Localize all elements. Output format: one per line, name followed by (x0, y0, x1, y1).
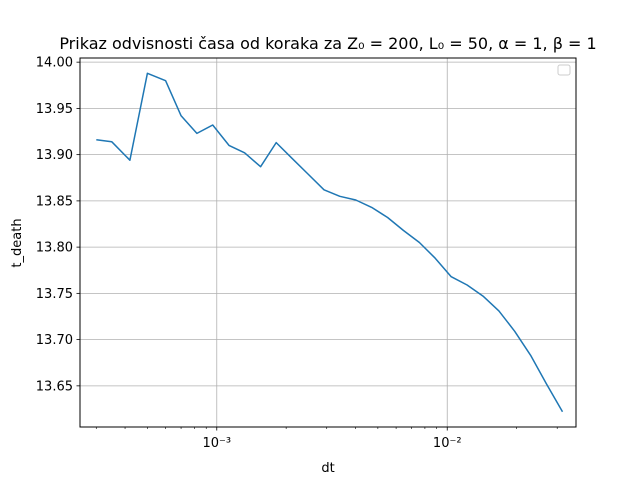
legend-box (557, 64, 571, 76)
y-tick-label: 13.80 (36, 241, 73, 256)
y-tick-label: 13.85 (36, 194, 73, 209)
y-tick-label: 13.75 (36, 287, 73, 302)
grid (80, 58, 576, 427)
y-tick-label: 13.65 (36, 379, 73, 394)
x-tick-label: 10⁻³ (202, 436, 231, 451)
x-axis-label: dt (321, 461, 334, 476)
y-tick-label: 14.00 (36, 56, 73, 71)
ticks: 13.65 13.70 13.75 13.80 13.85 13.90 13.95 14.00… (36, 56, 558, 451)
y-tick-label: 13.95 (36, 102, 73, 117)
y-axis-label-group: t_death (10, 218, 25, 267)
y-axis-label: t_death (10, 218, 25, 267)
plot-area-frame (79, 57, 577, 428)
series-line-layer (96, 72, 564, 413)
y-tick-label: 13.70 (36, 333, 73, 348)
series-line (96, 72, 564, 413)
y-tick-label: 13.90 (36, 148, 73, 163)
x-tick-label: 10⁻² (433, 436, 462, 451)
chart-title: Prikaz odvisnosti časa od koraka za Z₀ =… (59, 34, 596, 53)
